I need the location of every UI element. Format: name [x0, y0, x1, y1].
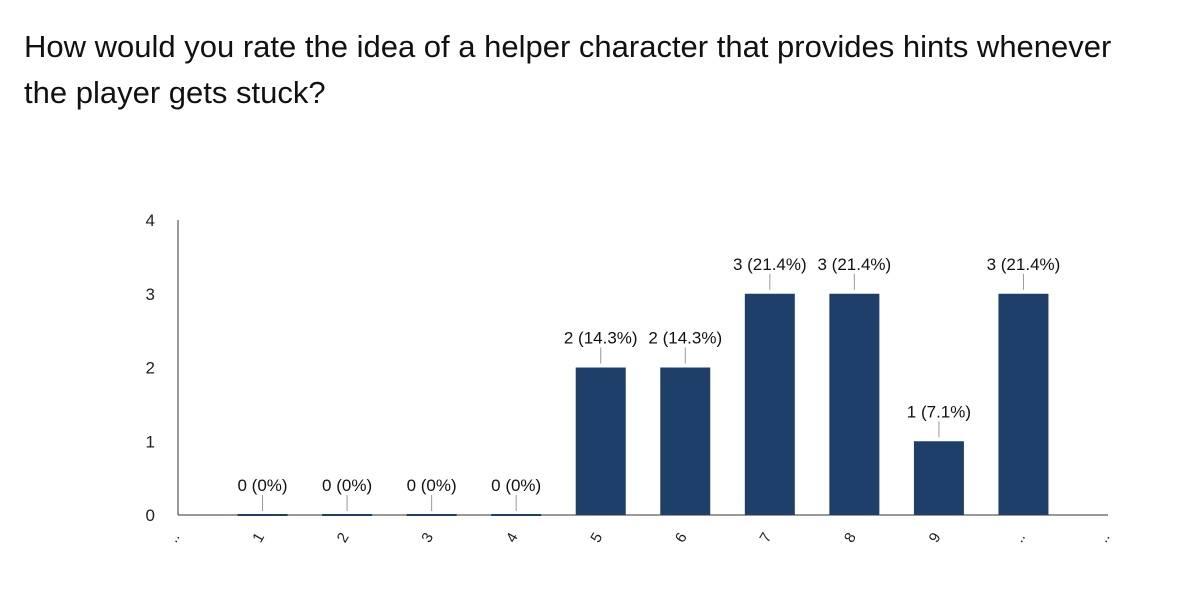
x-tick-label: 4 — [503, 530, 522, 546]
x-tick-label: 8 — [841, 530, 860, 546]
data-label: 0 (0%) — [407, 476, 457, 495]
y-tick-label: 3 — [146, 285, 155, 304]
x-tick-label: 7 — [756, 530, 775, 546]
data-label: 3 (21.4%) — [818, 255, 892, 274]
x-tick-label: 2 — [334, 530, 353, 546]
data-label: 3 (21.4%) — [733, 255, 807, 274]
bar — [829, 293, 880, 515]
bar — [998, 293, 1049, 515]
x-tick-label: .. — [1010, 530, 1029, 546]
data-label: 0 (0%) — [238, 476, 288, 495]
bar — [575, 367, 626, 515]
x-tick-label: 3 — [418, 530, 437, 546]
y-tick-label: 2 — [146, 359, 155, 378]
x-tick-label: 5 — [587, 530, 606, 546]
data-label: 3 (21.4%) — [987, 255, 1061, 274]
bar — [913, 441, 964, 515]
bar — [744, 293, 795, 515]
x-tick-label: .. — [1095, 530, 1114, 546]
data-label: 0 (0%) — [322, 476, 372, 495]
x-tick-label: 6 — [672, 530, 691, 546]
x-tick-label: 9 — [926, 530, 945, 546]
data-label: 0 (0%) — [491, 476, 541, 495]
bar — [660, 367, 711, 515]
data-label: 2 (14.3%) — [564, 329, 638, 348]
data-label: 1 (7.1%) — [907, 402, 971, 421]
x-tick-label: .. — [165, 530, 184, 546]
y-tick-label: 1 — [146, 432, 155, 451]
data-label: 2 (14.3%) — [648, 329, 722, 348]
y-tick-label: 0 — [146, 506, 155, 525]
x-tick-label: 1 — [249, 530, 268, 546]
chart-title: How would you rate the idea of a helper … — [24, 29, 1112, 110]
y-tick-label: 4 — [146, 211, 155, 230]
